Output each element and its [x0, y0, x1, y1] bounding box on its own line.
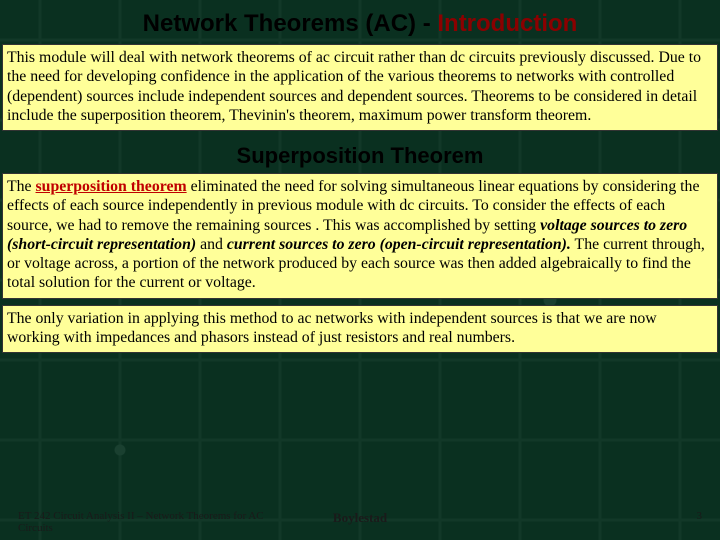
footer-author: Boylestad	[300, 510, 420, 534]
t2-pre: The	[7, 178, 36, 195]
variation-text: The only variation in applying this meth…	[7, 310, 657, 346]
superposition-term: superposition theorem	[36, 178, 187, 195]
slide-content: Network Theorems (AC) - Introduction Thi…	[0, 0, 720, 540]
t2-mid2: and	[196, 236, 227, 253]
footer: ET 242 Circuit Analysis II – Network The…	[0, 510, 720, 534]
footer-page: 3	[420, 510, 702, 534]
sub-title: Superposition Theorem	[0, 137, 720, 173]
title-intro: Introduction	[437, 10, 577, 37]
variation-textbox: The only variation in applying this meth…	[2, 305, 718, 354]
title-prefix: Network Theorems (AC) -	[143, 10, 438, 37]
theorem-textbox: The superposition theorem eliminated the…	[2, 173, 718, 299]
current-emphasis: current sources to zero (open-circuit re…	[227, 236, 571, 253]
main-title: Network Theorems (AC) - Introduction	[0, 0, 720, 44]
intro-text: This module will deal with network theor…	[7, 49, 701, 124]
footer-course: ET 242 Circuit Analysis II – Network The…	[18, 510, 300, 534]
intro-textbox: This module will deal with network theor…	[2, 44, 718, 131]
